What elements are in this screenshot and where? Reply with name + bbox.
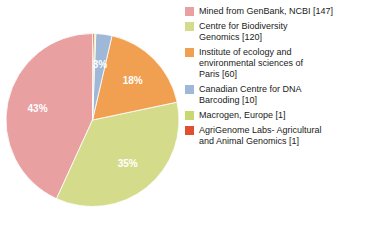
html-text:AgriGenome Labs- Agricultural: AgriGenome Labs- Agricultural and Animal…	[199, 125, 322, 146]
svg-text:43%: 43%	[28, 103, 48, 114]
svg-text:18%: 18%	[123, 75, 143, 86]
svg-text:35%: 35%	[118, 158, 138, 169]
html-text:Institute of ecology and envir: Institute of ecology and environmental s…	[199, 47, 304, 79]
svg-text:3%: 3%	[93, 59, 108, 70]
html-text:Macrogen, Europe [1]: Macrogen, Europe [1]	[199, 110, 286, 120]
html-text:Mined from GenBank, NCBI [147]: Mined from GenBank, NCBI [147]	[199, 6, 334, 16]
html-text:Centre for Biodiversity Genomi: Centre for Biodiversity Genomics [120]	[199, 21, 288, 42]
html-text:Canadian Centre for DNA Barcod: Canadian Centre for DNA Barcoding [10]	[199, 84, 302, 105]
